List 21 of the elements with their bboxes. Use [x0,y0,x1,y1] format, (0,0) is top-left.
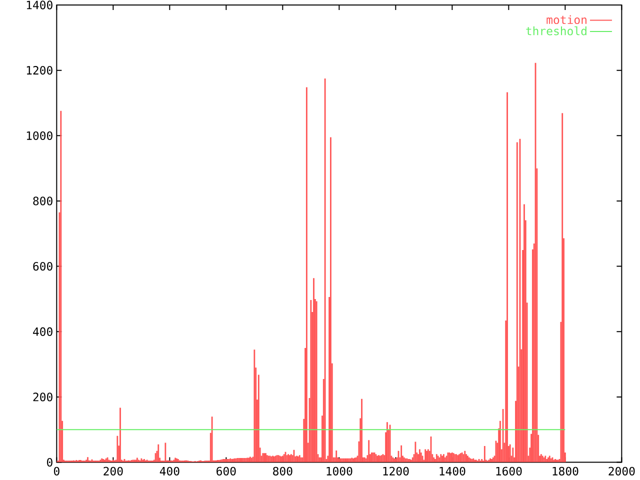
y-tick-label: 800 [33,196,52,206]
x-tick-label: 1000 [326,466,352,476]
y-tick-label: 1400 [26,0,52,10]
x-tick-label: 200 [104,466,123,476]
legend-label: motion [546,15,586,24]
x-tick-label: 600 [216,466,236,476]
x-tick-label: 800 [273,466,292,476]
y-tick-label: 400 [33,327,52,336]
x-tick-label: 0 [54,466,60,476]
legend-label: threshold [526,26,586,36]
x-tick-label: 1800 [552,466,578,476]
y-tick-label: 600 [33,262,52,271]
y-tick-label: 200 [33,392,52,402]
y-tick-label: 0 [47,458,52,467]
x-tick-label: 400 [160,466,180,476]
x-tick-label: 2000 [608,466,635,476]
y-tick-label: 1200 [26,66,52,75]
x-tick-label: 1400 [440,466,466,476]
x-tick-label: 1200 [383,466,409,476]
x-tick-label: 1600 [496,466,522,476]
y-tick-label: 1000 [26,131,52,140]
